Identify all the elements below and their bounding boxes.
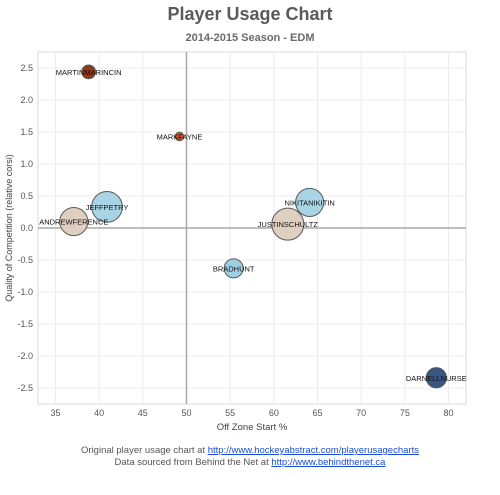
player-label: JUSTINSCHULTZ	[258, 220, 319, 229]
hockeyabstract-link[interactable]: http://www.hockeyabstract.com/playerusag…	[207, 445, 419, 456]
x-tick-label: 60	[269, 408, 279, 418]
player-bubble[interactable]	[59, 207, 89, 237]
x-tick-label: 40	[94, 408, 104, 418]
y-tick-label: 2.5	[20, 63, 33, 73]
player-bubble[interactable]	[91, 191, 123, 223]
behindthenet-link[interactable]: http://www.behindthenet.ca	[271, 457, 386, 468]
x-tick-label: 70	[356, 408, 366, 418]
x-tick-label: 75	[400, 408, 410, 418]
x-axis-label: Off Zone Start %	[217, 422, 288, 433]
y-tick-label: 0.5	[20, 191, 33, 201]
y-tick-label: 1.5	[20, 127, 33, 137]
data-points	[59, 64, 447, 389]
player-label: MARTINMARINCIN	[56, 68, 122, 77]
chart-subtitle: 2014-2015 Season - EDM	[185, 32, 315, 44]
x-tick-label: 45	[138, 408, 148, 418]
player-label: NIKITANIKITIN	[285, 198, 335, 207]
player-label: JEFFPETRY	[86, 203, 129, 212]
axis-ticks: 35 40 45 50 55 60 65 70 75 80 2.5 2.0 1.5 1.0 0.5 0.0 -0…	[17, 63, 453, 418]
reference-lines	[38, 52, 466, 404]
player-bubble[interactable]	[295, 187, 325, 217]
credit-line-1-text: Original player usage chart at	[81, 445, 208, 456]
y-tick-label: -0.5	[17, 255, 33, 265]
x-tick-label: 55	[225, 408, 235, 418]
player-label: DARNELLNURSE	[406, 374, 467, 383]
y-tick-label: 1.0	[20, 159, 33, 169]
credit-line-2: Data sourced from Behind the Net at http…	[0, 457, 500, 469]
player-bubble[interactable]	[271, 207, 305, 241]
y-tick-label: -1.5	[17, 319, 33, 329]
player-bubble[interactable]	[425, 367, 447, 389]
x-tick-label: 50	[181, 408, 191, 418]
chart-title: Player Usage Chart	[167, 4, 333, 24]
y-axis-label: Quality of Competition (relative corsi)	[4, 154, 14, 302]
player-label: ANDREWFERENCE	[39, 218, 108, 227]
credit-line-2-text: Data sourced from Behind the Net at	[114, 457, 272, 468]
player-bubble[interactable]	[81, 64, 97, 80]
player-bubble[interactable]	[223, 258, 244, 279]
scatter-plot: MARTINMARINCIN MARKFAYNE JEFFPETRY ANDREWFE…	[4, 51, 467, 433]
y-tick-label: -2.0	[17, 351, 33, 361]
player-bubble[interactable]	[174, 131, 185, 142]
y-tick-label: 0.0	[20, 223, 33, 233]
credits: Original player usage chart at http://ww…	[0, 445, 500, 469]
player-label: BRADHUNT	[213, 264, 255, 273]
y-tick-label: 2.0	[20, 95, 33, 105]
y-tick-label: -2.5	[17, 383, 33, 393]
x-tick-label: 80	[444, 408, 454, 418]
point-labels: MARTINMARINCIN MARKFAYNE JEFFPETRY ANDREWFE…	[39, 68, 467, 383]
x-tick-label: 65	[313, 408, 323, 418]
y-tick-label: -1.0	[17, 287, 33, 297]
x-tick-label: 35	[50, 408, 60, 418]
credit-line-1: Original player usage chart at http://ww…	[0, 445, 500, 457]
player-label: MARKFAYNE	[157, 132, 203, 141]
